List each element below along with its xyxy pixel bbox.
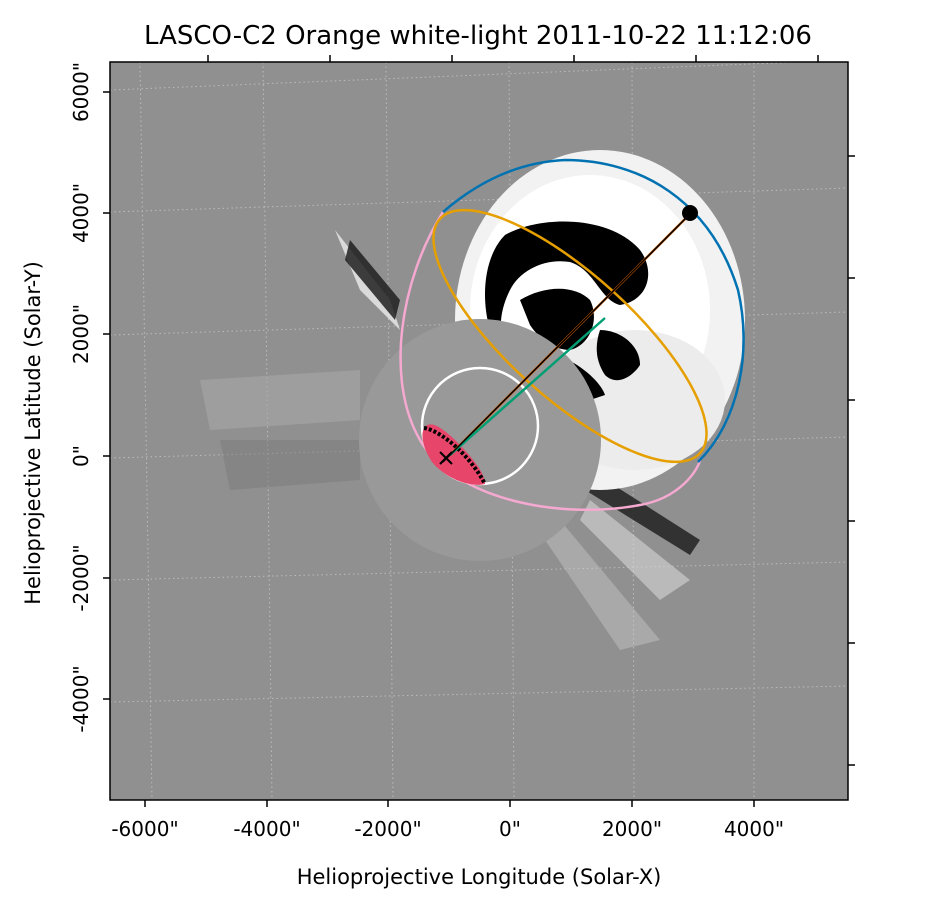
footprint-fill xyxy=(422,424,485,485)
y-tick-labels: 6000" 4000" 2000" 0" -2000" -4000" xyxy=(69,62,93,733)
x-axis xyxy=(144,55,819,807)
footprint-center-cross xyxy=(439,451,453,465)
y-tick-label: 0" xyxy=(69,445,93,467)
axes-frame xyxy=(109,61,849,801)
x-axis-label: Helioprojective Longitude (Solar-X) xyxy=(297,865,662,889)
center-line xyxy=(442,213,691,463)
green-line xyxy=(449,317,606,456)
inner-ellipse xyxy=(432,208,708,464)
y-tick-label: -4000" xyxy=(69,665,93,732)
y-tick-label: -2000" xyxy=(69,544,93,611)
footprint-outline xyxy=(423,426,487,485)
x-tick-label: 4000" xyxy=(724,817,784,841)
x-tick-labels: -6000" -4000" -2000" 0" 2000" 4000" xyxy=(111,817,784,841)
outer-ellipse xyxy=(442,158,745,463)
x-tick-label: 0" xyxy=(499,817,521,841)
occulter-disk xyxy=(359,319,601,561)
figure-title: LASCO-C2 Orange white-light 2011-10-22 1… xyxy=(144,21,812,51)
x-tick-label: -4000" xyxy=(233,817,300,841)
x-tick-label: -2000" xyxy=(354,817,421,841)
x-tick-label: 2000" xyxy=(602,817,662,841)
apex-marker xyxy=(682,205,698,221)
y-axis xyxy=(103,91,855,766)
y-tick-label: 6000" xyxy=(69,62,93,122)
pink-arc xyxy=(399,211,702,511)
coronagraph-image xyxy=(110,62,848,800)
y-tick-label: 2000" xyxy=(69,304,93,364)
x-tick-label: -6000" xyxy=(111,817,178,841)
coronal-streamers xyxy=(200,230,700,650)
y-tick-label: 4000" xyxy=(69,183,93,243)
y-axis-label: Helioprojective Latitude (Solar-Y) xyxy=(21,261,45,605)
